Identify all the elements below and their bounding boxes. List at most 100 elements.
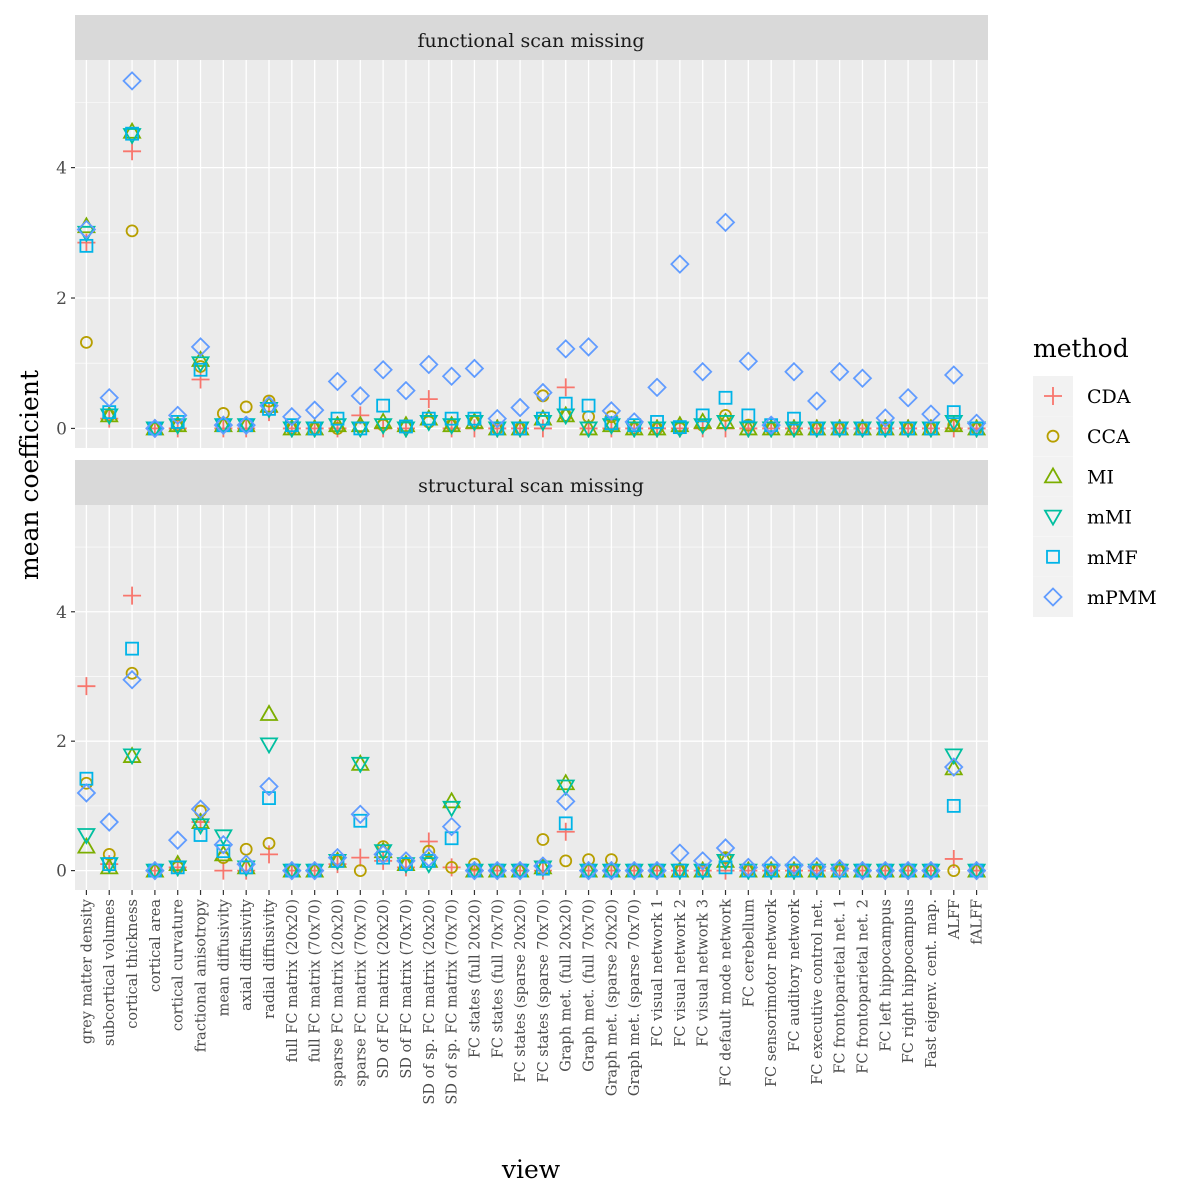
- point-mMF-35: [878, 863, 893, 878]
- point-CDA-21: [556, 378, 575, 397]
- point-mPMM-12: [350, 804, 371, 825]
- point-MI-1: [99, 405, 119, 423]
- point-mPMM-25: [647, 377, 667, 398]
- point-mPMM-10: [304, 860, 325, 881]
- point-mMF-2: [125, 641, 139, 656]
- point-mMI-17: [464, 415, 484, 432]
- point-mPMM-9: [282, 406, 302, 427]
- point-mMF-19: [513, 421, 527, 436]
- point-MI-12: [350, 415, 370, 433]
- point-mMF-16: [444, 831, 459, 846]
- point-mPMM-33: [829, 858, 850, 879]
- point-CDA-12: [351, 848, 370, 867]
- legend-label-mPMM: mPMM: [1087, 587, 1157, 609]
- x-tick-label: FC visual network 3: [696, 899, 712, 1047]
- point-CCA-12: [353, 864, 367, 877]
- x-tick-label: FC frontoparietal net. 1: [833, 899, 849, 1074]
- point-mMI-26: [670, 421, 690, 439]
- point-mMF-30: [764, 863, 779, 878]
- legend-key-background: [1033, 577, 1073, 617]
- point-mPMM-19: [510, 397, 530, 418]
- point-mMF-39: [969, 421, 984, 436]
- point-MI-22: [579, 418, 599, 436]
- point-mPMM-25: [647, 860, 667, 881]
- point-CCA-2: [125, 666, 139, 680]
- x-tick-label: sparse FC matrix (20x20): [330, 899, 346, 1087]
- point-mMF-4: [170, 860, 185, 875]
- x-tick-label: SD of sp. FC matrix (20x20): [422, 899, 438, 1105]
- point-MI-8: [259, 704, 279, 721]
- legend-key-background: [1033, 456, 1073, 497]
- legend-key-background: [1033, 416, 1073, 457]
- strip-background: [75, 460, 988, 505]
- point-mPMM-38: [943, 365, 964, 385]
- legend-key-mPMM: [1043, 587, 1063, 607]
- x-tick-label: Graph met. (full 20x20): [559, 899, 575, 1072]
- point-mPMM-16: [441, 366, 462, 387]
- point-mMI-15: [419, 857, 439, 874]
- point-mMF-10: [307, 863, 322, 878]
- legend-label-MI: MI: [1087, 466, 1114, 488]
- point-CDA-0: [77, 677, 96, 696]
- point-mPMM-11: [327, 371, 348, 392]
- point-mPMM-0: [76, 783, 97, 803]
- point-mMI-27: [693, 418, 713, 435]
- point-MI-26: [670, 415, 690, 433]
- point-mMI-20: [533, 415, 553, 432]
- x-tick-label: FC right hippocampus: [901, 899, 917, 1063]
- point-mMF-1: [102, 857, 117, 872]
- point-MI-28: [715, 851, 736, 868]
- legend: method CDA CCA MI mMI mMF mPMM: [1033, 334, 1157, 617]
- point-mMI-9: [282, 421, 302, 439]
- panel-background: [75, 60, 988, 448]
- point-CDA-6: [214, 861, 233, 880]
- point-mPMM-29: [738, 857, 759, 878]
- point-mPMM-38: [943, 757, 964, 777]
- point-MI-14: [396, 415, 416, 433]
- legend-key-background: [1033, 536, 1073, 577]
- x-tick-label: Fast eigenv. cent. map.: [924, 899, 940, 1068]
- point-mPMM-22: [578, 337, 599, 357]
- x-tick-label: grey matter density: [79, 898, 95, 1044]
- point-mMF-32: [809, 421, 824, 436]
- point-mMI-1: [99, 408, 119, 426]
- point-mMF-26: [672, 420, 687, 435]
- point-mMI-20: [533, 860, 553, 878]
- point-MI-4: [168, 415, 188, 433]
- point-mPMM-9: [282, 860, 302, 881]
- point-mPMM-26: [670, 254, 690, 274]
- point-mPMM-24: [624, 412, 644, 432]
- point-CDA-15: [419, 832, 438, 851]
- point-mMI-12: [350, 756, 370, 774]
- x-axis: grey matter density subcortical volumes co…: [79, 890, 986, 1105]
- legend-key-background: [1033, 496, 1073, 537]
- x-tick-label: FC visual network 1: [650, 899, 666, 1047]
- point-mPMM-32: [807, 391, 827, 411]
- point-mMI-2: [122, 748, 142, 766]
- point-MI-5: [190, 812, 211, 829]
- x-tick-label: SD of FC matrix (70x70): [399, 899, 415, 1079]
- point-CCA-16: [445, 860, 459, 874]
- point-CCA-21: [559, 854, 573, 868]
- point-mMF-6: [216, 418, 231, 433]
- x-tick-label: subcortical volumes: [102, 899, 118, 1046]
- point-mMF-34: [855, 863, 870, 878]
- point-CDA-21: [556, 822, 575, 841]
- point-mPMM-29: [738, 351, 759, 372]
- point-mMI-5: [190, 818, 211, 836]
- legend-key-MI: [1043, 466, 1063, 484]
- x-tick-label: FC sensorimotor network: [764, 899, 780, 1087]
- point-mMF-18: [490, 421, 505, 436]
- point-mPMM-7: [236, 415, 256, 435]
- point-mMF-29: [741, 408, 756, 423]
- point-CCA-8: [262, 837, 276, 850]
- point-mPMM-34: [852, 368, 873, 388]
- x-tick-label: full FC matrix (20x20): [285, 899, 301, 1062]
- point-mPMM-21: [555, 791, 576, 812]
- y-axis: 0 2 4: [56, 159, 75, 439]
- point-MI-17: [464, 412, 484, 429]
- points: [76, 71, 987, 439]
- point-CCA-8: [262, 394, 276, 408]
- point-MI-8: [259, 395, 279, 413]
- point-CCA-7: [239, 400, 253, 414]
